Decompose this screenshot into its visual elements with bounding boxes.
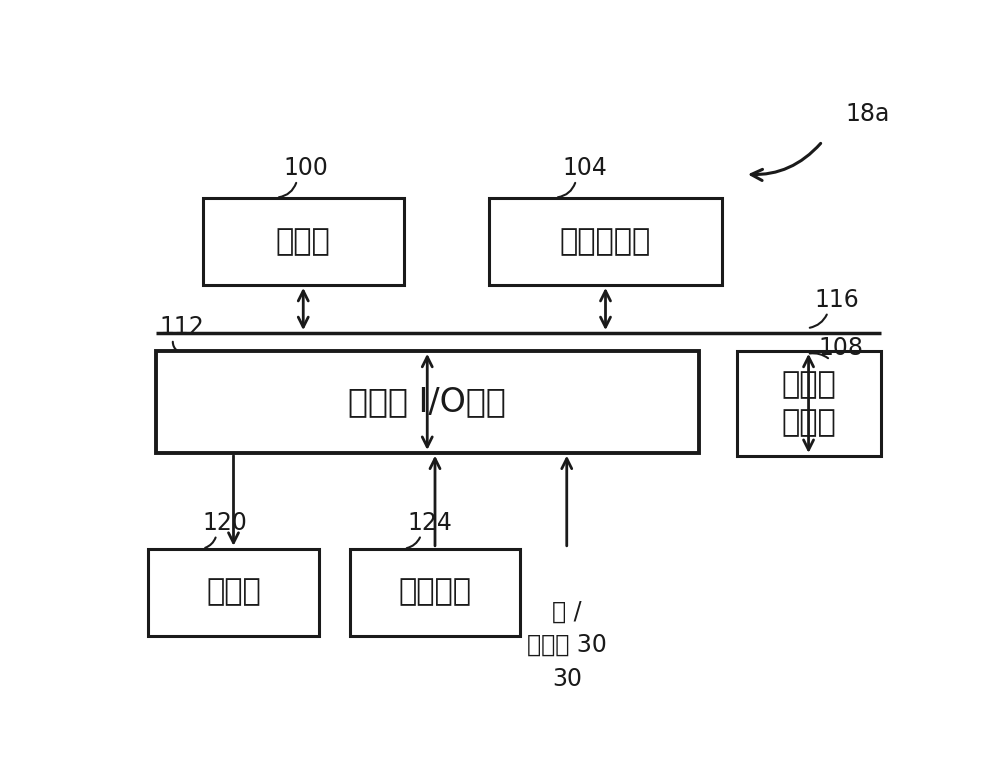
Text: 显示器: 显示器 xyxy=(206,577,261,607)
Bar xyxy=(148,548,319,636)
Text: 124: 124 xyxy=(408,511,453,534)
Bar xyxy=(350,548,520,636)
Bar xyxy=(156,351,698,453)
Bar xyxy=(737,351,881,456)
Text: 104: 104 xyxy=(563,156,608,180)
Text: 输入设备: 输入设备 xyxy=(398,577,472,607)
Text: 易失存储器: 易失存储器 xyxy=(560,227,651,256)
Text: 116: 116 xyxy=(815,288,860,312)
Bar xyxy=(489,198,722,285)
Text: 112: 112 xyxy=(160,315,205,339)
Text: 工作站 I/O设备: 工作站 I/O设备 xyxy=(348,385,506,419)
Text: 非易失
存储器: 非易失 存储器 xyxy=(782,370,836,437)
Text: 108: 108 xyxy=(819,336,864,360)
Text: 18a: 18a xyxy=(846,103,890,126)
Text: 120: 120 xyxy=(202,511,247,534)
Text: 处理器: 处理器 xyxy=(276,227,331,256)
Text: 至 /
从网络 30
30: 至 / 从网络 30 30 xyxy=(527,600,607,691)
Text: 100: 100 xyxy=(284,156,329,180)
Bar xyxy=(202,198,404,285)
